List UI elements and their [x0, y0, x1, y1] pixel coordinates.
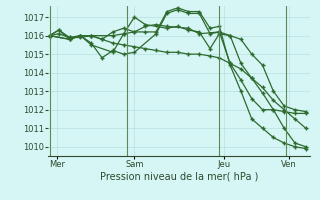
X-axis label: Pression niveau de la mer( hPa ): Pression niveau de la mer( hPa )	[100, 172, 258, 182]
